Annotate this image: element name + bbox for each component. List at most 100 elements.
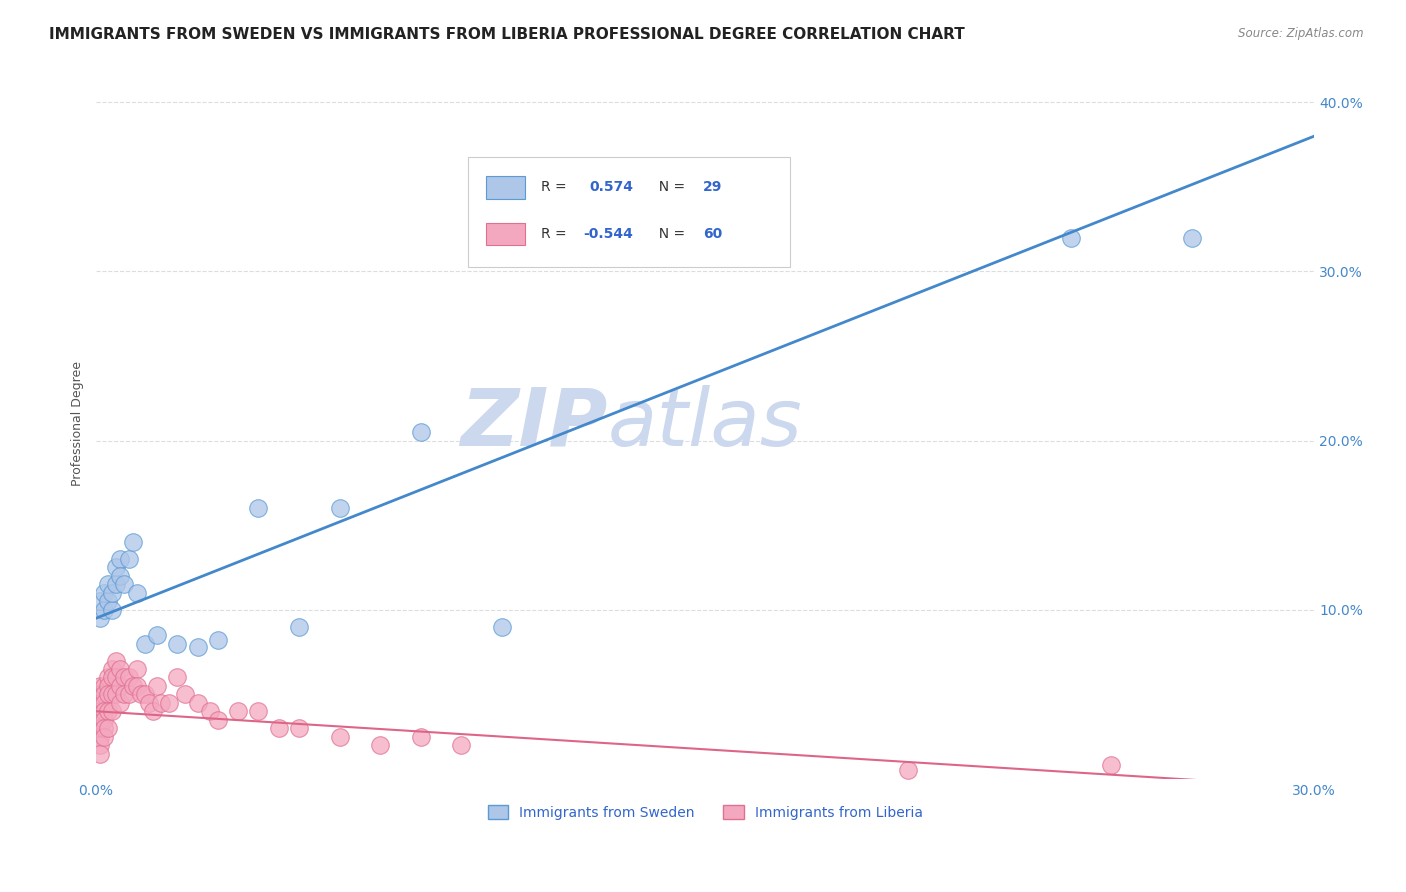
Point (198, 704, 221, 718)
Point (89, 747, 111, 761)
Text: 60: 60 (703, 227, 721, 241)
Point (93, 603, 115, 617)
Point (97, 704, 120, 718)
Point (166, 637, 188, 651)
Point (1181, 230, 1204, 244)
Point (114, 687, 136, 701)
Point (89, 611, 111, 625)
Point (97, 721, 120, 735)
Point (89, 679, 111, 693)
Point (93, 730, 115, 744)
Point (134, 687, 156, 701)
Point (110, 679, 132, 693)
Point (129, 687, 152, 701)
Point (207, 713, 229, 727)
Point (150, 696, 173, 710)
Point (114, 577, 136, 591)
Text: 0.574: 0.574 (589, 180, 633, 194)
Point (1099, 758, 1122, 772)
Point (110, 696, 132, 710)
Point (368, 738, 391, 752)
Point (226, 704, 249, 718)
Point (157, 696, 180, 710)
Y-axis label: Professional Degree: Professional Degree (72, 361, 84, 486)
Point (117, 670, 139, 684)
Point (329, 501, 352, 516)
Point (101, 662, 124, 676)
FancyBboxPatch shape (468, 157, 790, 268)
Bar (486, 176, 524, 199)
Point (93, 713, 115, 727)
Point (146, 679, 169, 693)
Point (89, 704, 111, 718)
Point (409, 425, 432, 439)
Point (138, 696, 160, 710)
Point (93, 679, 115, 693)
Point (187, 640, 209, 654)
Point (93, 687, 115, 701)
Legend: Immigrants from Sweden, Immigrants from Liberia: Immigrants from Sweden, Immigrants from … (482, 799, 928, 825)
Point (101, 603, 124, 617)
Point (105, 670, 128, 684)
Point (97, 594, 120, 608)
Point (146, 628, 169, 642)
Point (897, 764, 920, 778)
Point (101, 704, 124, 718)
Point (93, 704, 115, 718)
Point (105, 653, 128, 667)
Text: R =: R = (541, 227, 571, 241)
Point (105, 687, 128, 701)
Point (121, 535, 143, 549)
Point (409, 730, 432, 744)
Point (93, 721, 115, 735)
Text: N =: N = (651, 180, 690, 194)
Point (101, 670, 124, 684)
Point (97, 577, 120, 591)
Point (166, 670, 188, 684)
Point (491, 620, 513, 634)
Text: N =: N = (651, 227, 690, 241)
Point (89, 721, 111, 735)
Point (101, 687, 124, 701)
Point (110, 662, 132, 676)
Text: 29: 29 (703, 180, 723, 194)
Point (450, 738, 472, 752)
Point (105, 560, 128, 574)
Text: ZIP: ZIP (460, 384, 607, 463)
Point (89, 696, 111, 710)
Point (105, 577, 128, 591)
Point (97, 670, 120, 684)
Point (89, 738, 111, 752)
Point (89, 687, 111, 701)
Point (97, 679, 120, 693)
Point (93, 696, 115, 710)
Point (117, 552, 139, 566)
Point (97, 687, 120, 701)
Text: -0.544: -0.544 (583, 227, 633, 241)
Point (1059, 230, 1081, 244)
Point (329, 730, 352, 744)
Point (207, 633, 229, 648)
Point (247, 704, 270, 718)
Point (734, 180, 756, 194)
Text: Source: ZipAtlas.com: Source: ZipAtlas.com (1239, 27, 1364, 40)
Point (247, 501, 270, 516)
Bar (486, 223, 524, 245)
Point (187, 696, 209, 710)
Point (117, 687, 139, 701)
Point (288, 721, 311, 735)
Point (125, 586, 148, 600)
Point (89, 713, 111, 727)
Point (110, 569, 132, 583)
Point (89, 730, 111, 744)
Point (125, 662, 148, 676)
Text: atlas: atlas (607, 384, 803, 463)
Point (142, 704, 165, 718)
Point (174, 687, 197, 701)
Point (93, 586, 115, 600)
Point (110, 552, 132, 566)
Point (114, 670, 136, 684)
Point (134, 637, 156, 651)
Point (121, 679, 143, 693)
Text: IMMIGRANTS FROM SWEDEN VS IMMIGRANTS FROM LIBERIA PROFESSIONAL DEGREE CORRELATIO: IMMIGRANTS FROM SWEDEN VS IMMIGRANTS FRO… (49, 27, 965, 42)
